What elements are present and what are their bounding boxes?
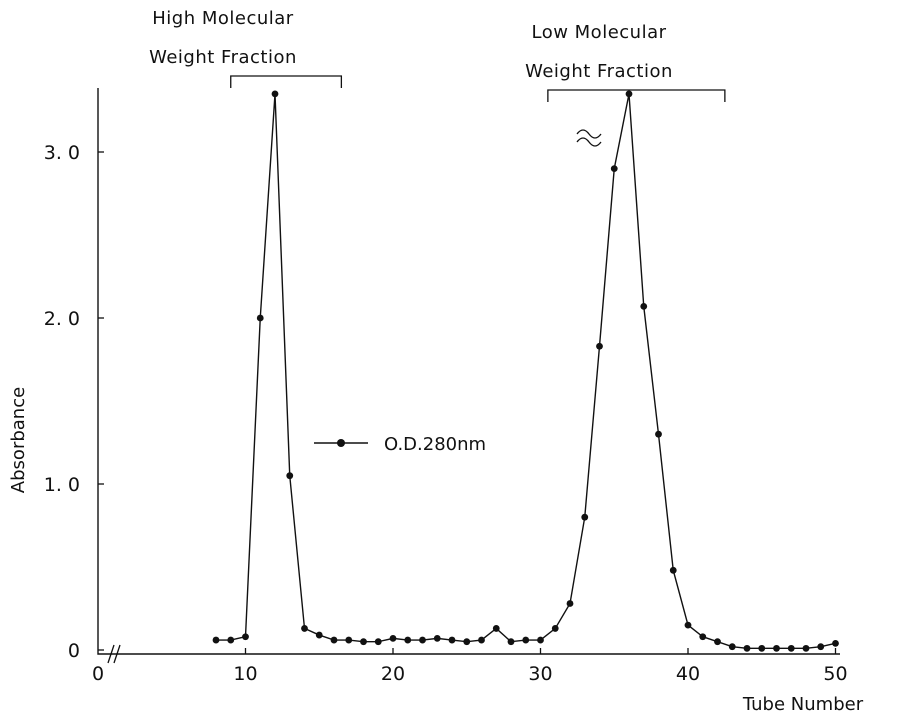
data-point: [787, 644, 795, 652]
data-point: [419, 636, 426, 644]
legend-label: O.D.280nm: [384, 434, 486, 455]
data-point: [832, 639, 839, 647]
data-point: [640, 302, 648, 310]
high-mw-bracket: [230, 75, 343, 88]
x-tick-label-0: 0: [92, 663, 104, 685]
series-line-od280: [216, 93, 836, 650]
legend: O.D.280nm: [314, 434, 486, 455]
y-tick-label-2: 2. 0: [44, 308, 80, 330]
y-tick-label-3: 3. 0: [44, 142, 80, 164]
data-point: [212, 636, 220, 644]
data-point: [433, 634, 441, 642]
data-point: [522, 636, 530, 644]
data-point: [817, 643, 825, 651]
data-point: [581, 513, 589, 521]
data-point: [345, 636, 353, 644]
data-point: [610, 165, 618, 173]
data-point: [463, 638, 471, 646]
data-point: [315, 631, 323, 639]
data-point: [256, 314, 264, 322]
data-point: [227, 636, 235, 644]
data-point: [714, 638, 721, 646]
y-tick-label-1: 1. 0: [44, 474, 80, 496]
x-tick-label-50: 50: [823, 663, 847, 685]
data-point: [773, 644, 780, 652]
data-point: [478, 636, 485, 644]
data-point: [271, 90, 279, 98]
series-od280: [212, 90, 839, 652]
data-point: [758, 644, 766, 652]
x-axis-title: Tube Number: [742, 694, 864, 715]
x-tick-label-30: 30: [528, 663, 552, 685]
legend-marker: [337, 439, 345, 447]
data-point: [389, 634, 397, 642]
x-axis-break-mark: [107, 644, 121, 664]
data-point: [699, 633, 707, 641]
data-point: [566, 600, 574, 607]
data-point: [448, 636, 456, 644]
data-point: [802, 644, 810, 652]
data-point: [625, 90, 633, 98]
data-point: [492, 625, 500, 632]
x-tick-label-40: 40: [676, 663, 700, 685]
data-point: [684, 621, 692, 629]
axes: [97, 88, 840, 655]
low-mw-label-line2: Weight Fraction: [525, 61, 673, 82]
y-tick-label-0: 0: [68, 640, 80, 662]
data-point: [743, 644, 751, 652]
low-mw-bracket: [547, 89, 726, 102]
data-point: [330, 636, 338, 644]
data-point: [596, 342, 603, 350]
data-point: [404, 636, 412, 644]
y-axis-title: Absorbance: [8, 387, 29, 493]
data-point: [301, 625, 308, 632]
high-mw-label-line2: Weight Fraction: [149, 47, 297, 68]
data-point: [374, 638, 382, 646]
data-point: [286, 472, 294, 480]
data-point: [551, 625, 559, 632]
low-mw-label-line1: Low Molecular: [531, 22, 666, 43]
data-point: [728, 643, 736, 651]
high-mw-label-line1: High Molecular: [152, 8, 294, 29]
x-tick-label-10: 10: [233, 663, 257, 685]
data-point: [242, 633, 249, 641]
data-point: [360, 638, 367, 646]
data-point: [655, 430, 662, 438]
data-point: [507, 638, 515, 646]
peak-break-mark: [576, 129, 602, 147]
x-tick-label-20: 20: [381, 663, 405, 685]
data-point: [537, 636, 544, 644]
data-point: [669, 566, 677, 574]
